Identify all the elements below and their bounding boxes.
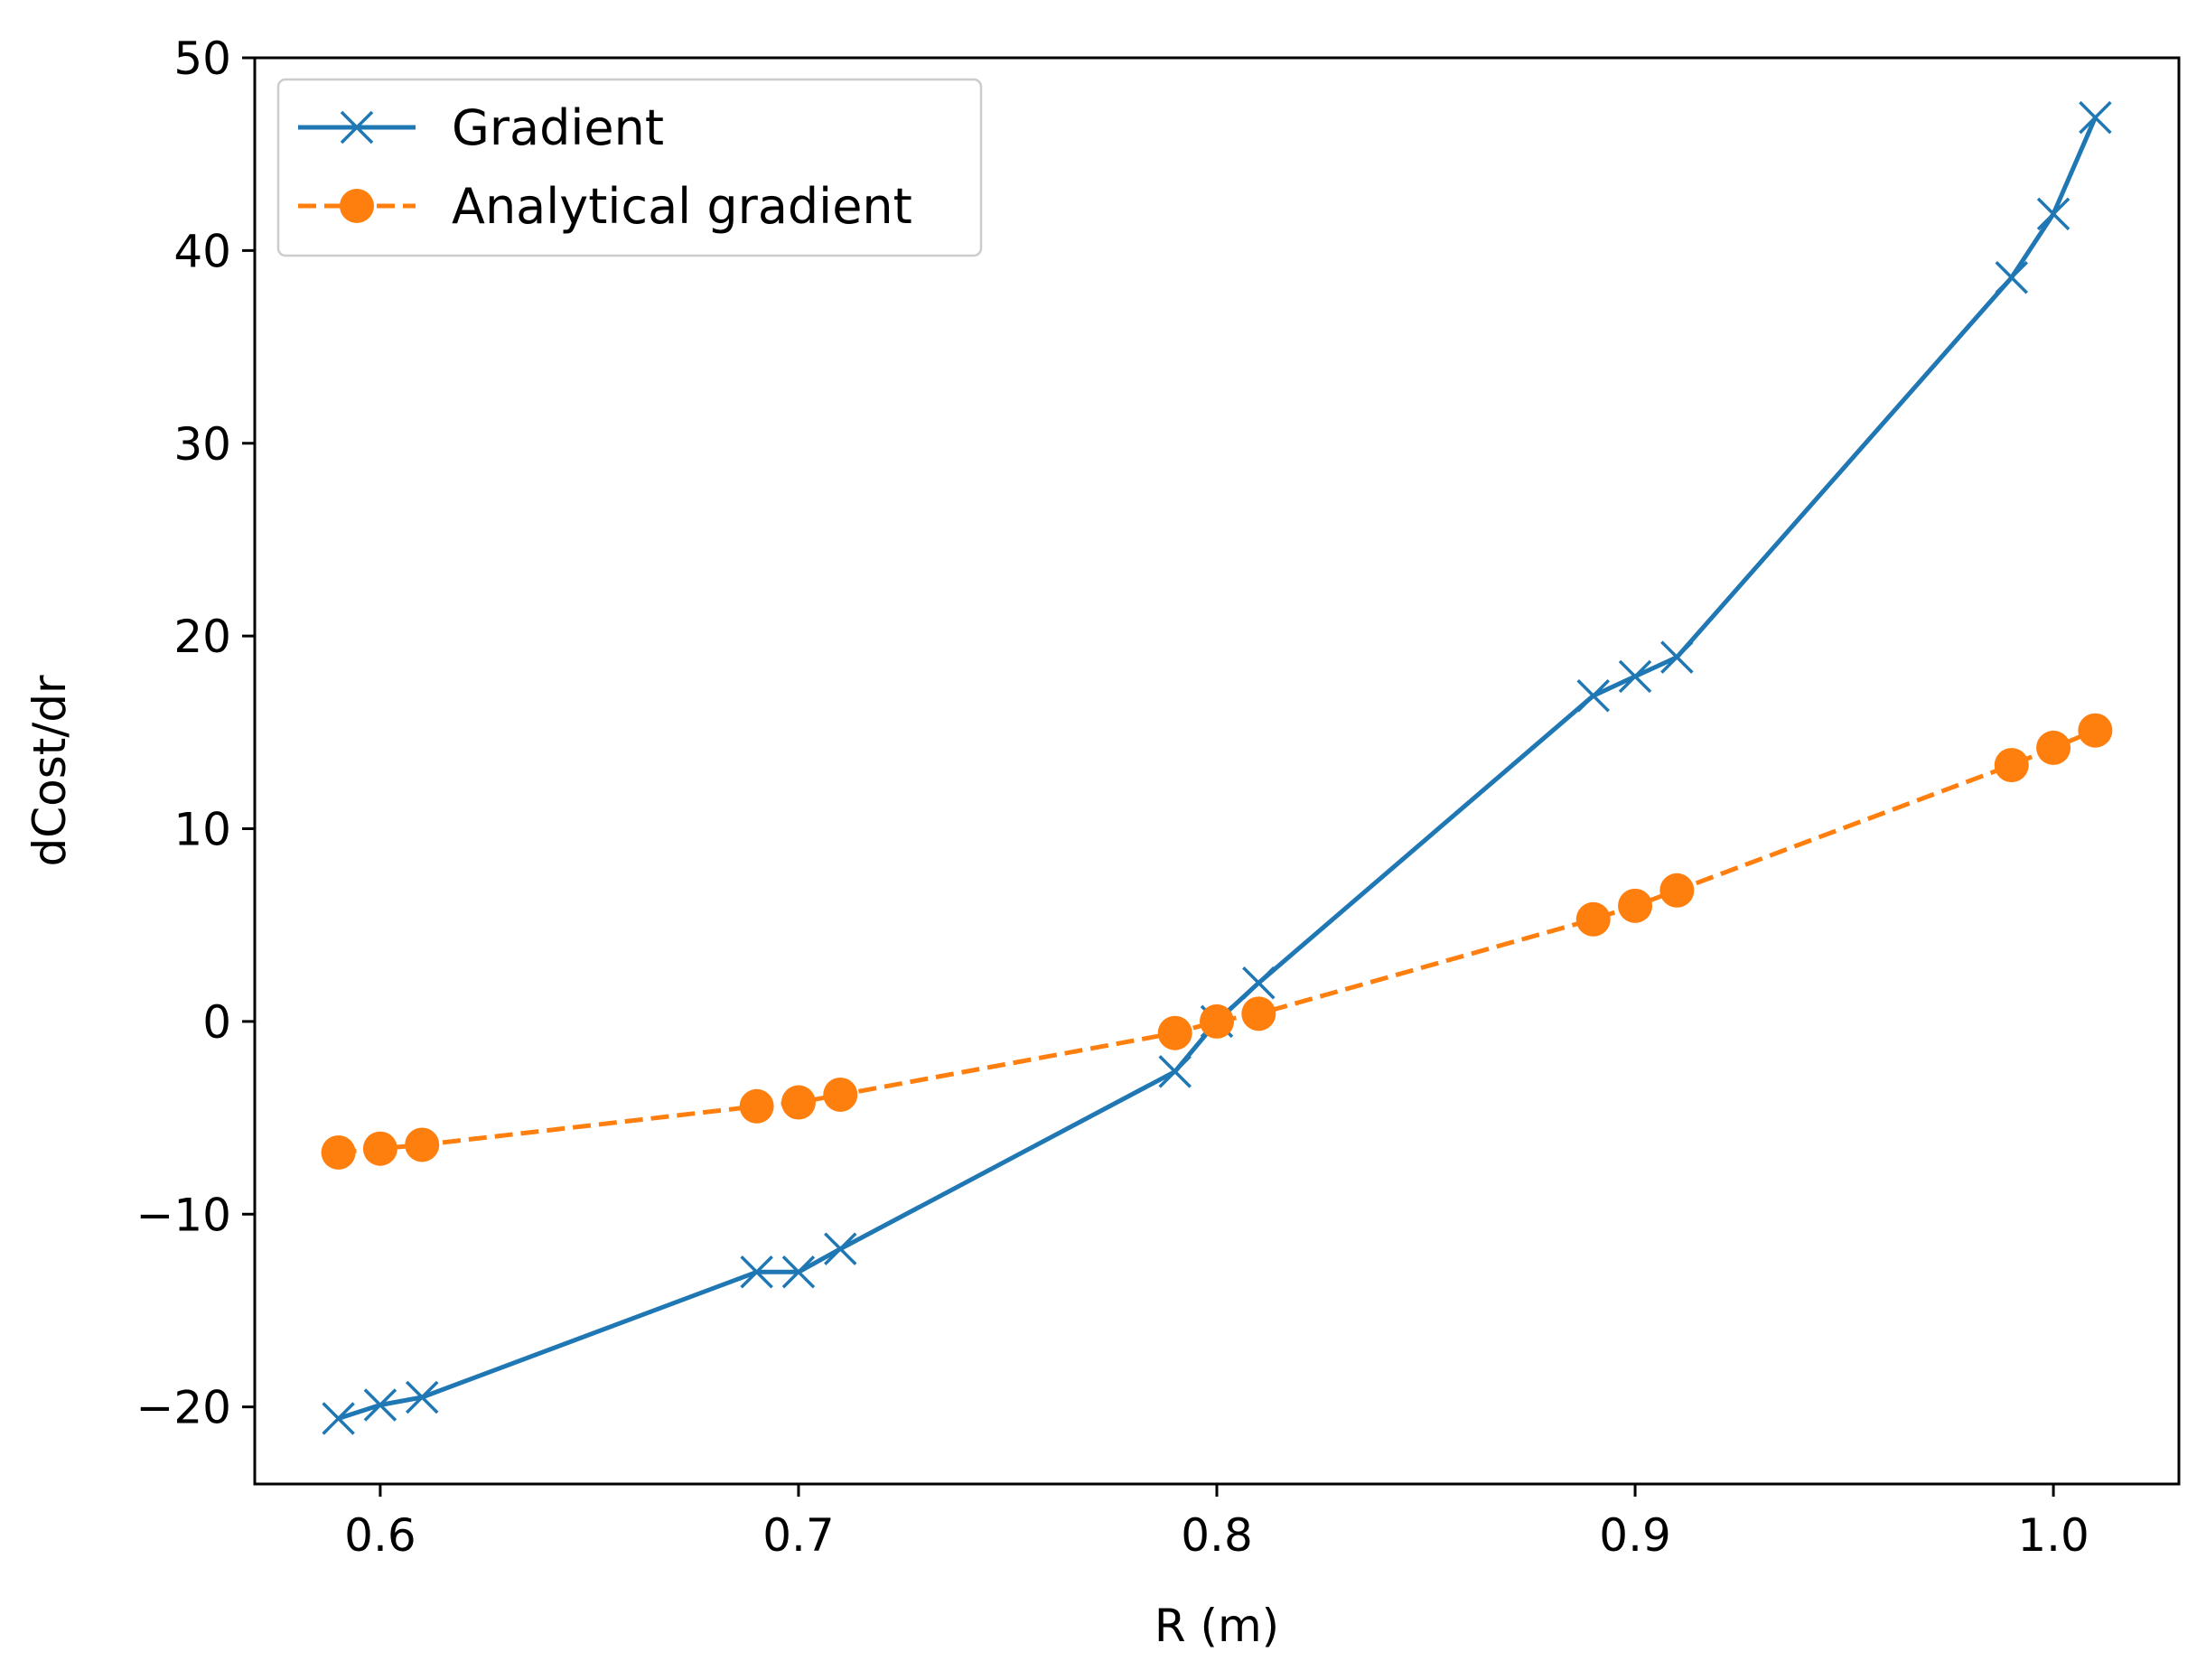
series-line <box>338 728 2097 1155</box>
marker-stroke <box>2036 197 2070 231</box>
axis-ticks: 0.6 0.7 0.8 0.9 1.0 −20 −10 0 10 20 30 40 50 <box>136 33 2089 1562</box>
x-tick-label: 0.9 <box>1599 1509 1671 1562</box>
legend-label-gradient: Gradient <box>452 99 664 156</box>
data-point <box>1200 1003 1234 1039</box>
data-point <box>1618 659 1652 694</box>
legend-label-analytical-gradient: Analytical gradient <box>452 178 912 235</box>
marker-stroke <box>1618 659 1652 694</box>
legend-item-0 <box>298 110 416 145</box>
marker-stroke <box>824 1232 857 1265</box>
data-point <box>740 1255 773 1289</box>
data-point <box>322 1402 355 1435</box>
data-point <box>1994 748 2029 783</box>
x-axis-label: R (m) <box>1154 1600 1279 1652</box>
x-tick-label: 0.8 <box>1181 1509 1253 1562</box>
data-point <box>2078 713 2113 748</box>
x-tick-label: 0.7 <box>762 1509 835 1562</box>
data-point <box>1242 966 1276 1000</box>
marker-stroke <box>1660 640 1694 674</box>
data-point <box>781 1085 816 1120</box>
series-1 <box>321 713 2113 1170</box>
marker-stroke <box>405 1380 439 1414</box>
data-point <box>1660 640 1694 674</box>
y-tick-label: 50 <box>173 33 231 85</box>
marker-stroke <box>781 1255 816 1289</box>
y-tick-label: 0 <box>202 996 231 1049</box>
data-point <box>2079 100 2112 135</box>
series-layer <box>321 100 2113 1435</box>
data-point <box>1575 901 1611 937</box>
data-point <box>1241 996 1276 1031</box>
marker-stroke <box>1242 966 1276 1000</box>
y-tick-label: −20 <box>136 1382 231 1434</box>
y-tick-label: 10 <box>173 804 231 856</box>
data-point <box>1618 888 1653 923</box>
plot-frame <box>253 56 2181 1486</box>
data-point <box>405 1380 439 1414</box>
y-axis-label: dCost/dr <box>23 675 76 866</box>
marker-stroke <box>363 1388 397 1422</box>
legend-item-1 <box>298 189 416 223</box>
data-point <box>362 1131 397 1166</box>
data-point <box>2036 197 2070 231</box>
x-tick-label: 1.0 <box>2017 1509 2089 1562</box>
legend-items <box>298 110 416 223</box>
data-point <box>739 1088 774 1124</box>
marker-stroke <box>740 1255 773 1289</box>
y-tick-label: 20 <box>173 611 231 663</box>
data-point <box>781 1255 816 1289</box>
data-point <box>824 1232 857 1265</box>
data-point <box>405 1127 440 1162</box>
data-point <box>363 1388 397 1422</box>
legend-marker-swatch <box>340 110 374 145</box>
data-point <box>2036 730 2071 765</box>
data-point <box>321 1134 356 1170</box>
data-point <box>1576 679 1610 713</box>
data-point <box>823 1077 858 1112</box>
marker-stroke <box>2079 100 2112 135</box>
legend-box <box>276 78 983 257</box>
legend: Gradient Analytical gradient <box>276 78 983 257</box>
x-tick-label: 0.6 <box>344 1509 416 1562</box>
marker-stroke <box>340 110 374 145</box>
y-tick-label: −10 <box>136 1189 231 1241</box>
marker-stroke <box>1158 1055 1192 1088</box>
data-point <box>1995 261 2029 294</box>
y-tick-label: 30 <box>173 418 231 471</box>
legend-marker-swatch <box>340 189 374 223</box>
data-point <box>1659 873 1695 908</box>
marker-stroke <box>322 1402 355 1435</box>
marker-stroke <box>1995 261 2029 294</box>
marker-stroke <box>1576 679 1610 713</box>
data-point <box>1157 1015 1192 1050</box>
data-point <box>1158 1055 1192 1088</box>
y-tick-label: 40 <box>173 225 231 277</box>
